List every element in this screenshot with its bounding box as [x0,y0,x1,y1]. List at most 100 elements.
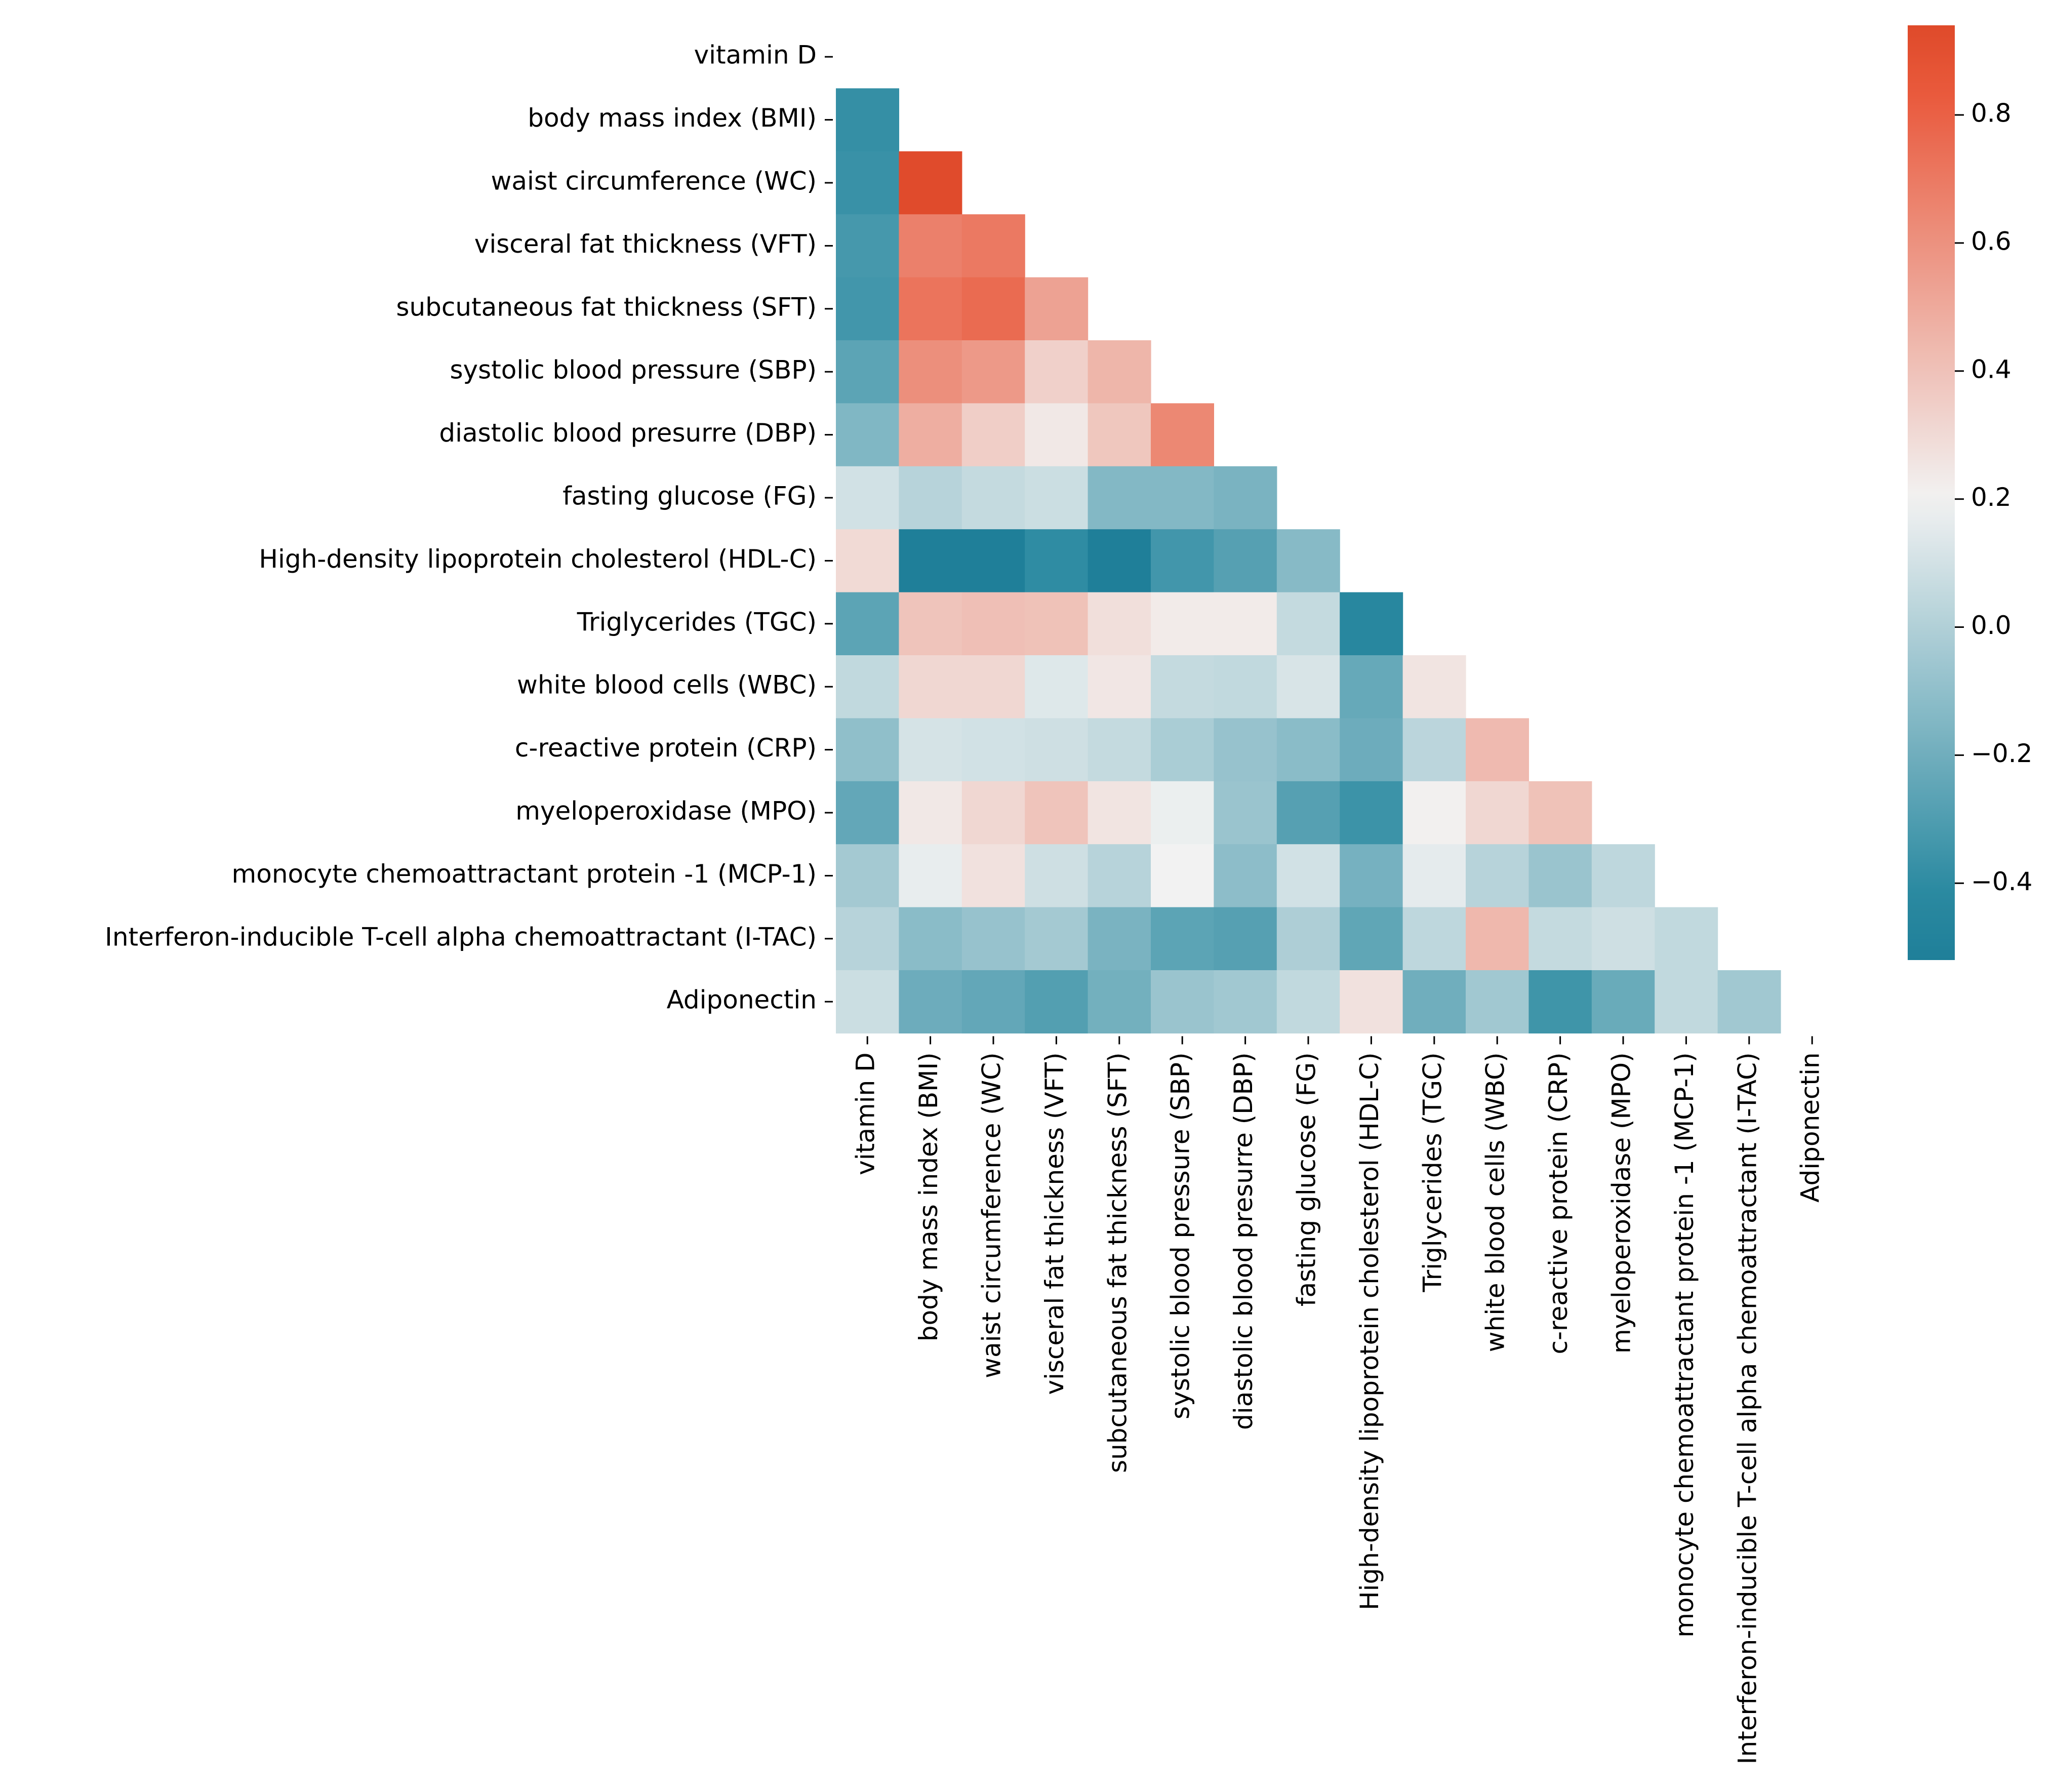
heatmap-cell [1025,907,1089,971]
heatmap-cell [1025,340,1089,404]
heatmap-cell [899,466,962,530]
y-tick-label: white blood cells (WBC) [517,670,817,700]
heatmap-cell [1088,655,1151,719]
x-tick-label: Triglycerides (TGC) [1418,1052,1447,1292]
heatmap-cell [1402,844,1466,908]
heatmap-cell [836,592,899,656]
heatmap-cell [1340,781,1403,845]
heatmap-cell [899,277,962,341]
heatmap-cell [1088,403,1151,467]
y-tick-label: monocyte chemoattractant protein -1 (MCP… [232,859,817,889]
heatmap-cell [836,151,899,215]
heatmap-cell [1088,466,1151,530]
heatmap-cell [1088,592,1151,656]
heatmap-cell [1340,844,1403,908]
y-tick-label: diastolic blood presurre (DBP) [439,418,817,448]
y-tick-label: Triglycerides (TGC) [577,607,817,636]
y-axis-tick-labels: vitamin D body mass index (BMI) waist circ… [105,41,833,1015]
heatmap-cell [1402,718,1466,782]
heatmap-cell [1214,970,1277,1033]
heatmap-cell [836,718,899,782]
heatmap-cell [961,277,1025,341]
heatmap-cell [1151,403,1214,467]
heatmap-cell [899,529,962,593]
heatmap-cell [1276,655,1340,719]
heatmap-cell [1025,655,1089,719]
heatmap-cell [899,844,962,908]
y-tick-label: myeloperoxidase (MPO) [515,797,817,826]
x-tick-label: Interferon-inducible T-cell alpha chemoa… [1733,1052,1762,1764]
heatmap-cell [1402,907,1466,971]
x-tick-label: waist circumference (WC) [977,1052,1007,1378]
heatmap-cell [961,655,1025,719]
heatmap-cell [1088,907,1151,971]
heatmap-cell [1088,781,1151,845]
colorbar-tick-label: 0.8 [1971,99,2011,128]
heatmap-cell [1025,844,1089,908]
heatmap-cell [1276,907,1340,971]
heatmap-cell [1528,781,1592,845]
heatmap-cell [899,592,962,656]
colorbar: 0.8 0.6 0.4 0.2 0.0 −0.2 −0.4 [1908,25,2032,960]
heatmap-cell [961,844,1025,908]
heatmap-cell [899,907,962,971]
heatmap-cell [1276,781,1340,845]
x-tick-label: diastolic blood presurre (DBP) [1229,1052,1258,1430]
heatmap-cell [1151,592,1214,656]
heatmap-cell [1214,655,1277,719]
heatmap-cell [1151,907,1214,971]
heatmap-cell [961,718,1025,782]
x-tick-label: fasting glucose (FG) [1292,1052,1321,1306]
heatmap-cell [899,403,962,467]
heatmap-cell [1214,844,1277,908]
heatmap-cell [1151,655,1214,719]
heatmap-cell [1655,907,1718,971]
heatmap-cell [1655,970,1718,1033]
x-tick-label: visceral fat thickness (VFT) [1040,1052,1069,1395]
heatmap-cell [1151,529,1214,593]
heatmap-cell [1276,529,1340,593]
heatmap-cell [899,340,962,404]
heatmap-cell [1214,907,1277,971]
heatmap-cell [961,529,1025,593]
heatmap-cell [1276,844,1340,908]
heatmap-cell [899,655,962,719]
heatmap-cell [1214,718,1277,782]
heatmap-cell [1088,340,1151,404]
y-tick-label: vitamin D [694,41,817,70]
heatmap-cell [961,403,1025,467]
heatmap-cell [899,781,962,845]
heatmap-cell [836,844,899,908]
colorbar-tick-label: −0.2 [1971,739,2032,768]
heatmap-cell [1025,970,1089,1033]
heatmap-cell [1402,655,1466,719]
y-tick-label: fasting glucose (FG) [562,482,817,511]
x-tick-label: monocyte chemoattractant protein -1 (MCP… [1670,1052,1699,1637]
heatmap-cell [1025,403,1089,467]
y-tick-label: waist circumference (WC) [491,167,817,196]
heatmap-cell [1466,781,1529,845]
colorbar-tick-label: 0.2 [1971,483,2011,512]
x-tick-label: High-density lipoprotein cholesterol (HD… [1355,1052,1384,1610]
heatmap-cell [1528,970,1592,1033]
heatmap-cell [1466,844,1529,908]
heatmap-cell [836,88,899,152]
heatmap-cell [836,403,899,467]
heatmap-cells [836,88,1781,1033]
colorbar-tick-label: 0.0 [1971,611,2011,640]
heatmap-cell [1340,655,1403,719]
heatmap-cell [1402,970,1466,1033]
heatmap-cell [1151,970,1214,1033]
heatmap-cell [1214,466,1277,530]
heatmap-cell [1025,529,1089,593]
heatmap-cell [899,718,962,782]
heatmap-cell [1528,907,1592,971]
heatmap-cell [1466,907,1529,971]
heatmap-cell [1591,907,1655,971]
heatmap-cell [1025,277,1089,341]
heatmap-cell [1276,718,1340,782]
colorbar-ticks: 0.8 0.6 0.4 0.2 0.0 −0.2 −0.4 [1955,99,2032,896]
colorbar-gradient [1908,25,1955,960]
heatmap-cell [1214,781,1277,845]
